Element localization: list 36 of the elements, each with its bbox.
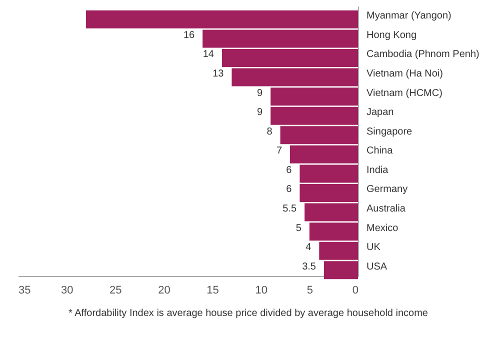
y-tick-label: UK — [366, 242, 381, 254]
x-tick-label: 10 — [255, 284, 268, 296]
y-tick-label: USA — [366, 261, 388, 272]
y-tick-label: Germany — [366, 184, 408, 196]
y-tick-label: Japan — [366, 107, 394, 118]
y-tick-label: Cambodia (Phnom Penh) — [366, 49, 480, 60]
x-tick-label: 30 — [60, 284, 74, 296]
data-label: 14 — [202, 49, 214, 60]
text: * Affordability Index is average house price divided by average household income — [68, 308, 428, 319]
y-tick-label: China — [366, 146, 394, 157]
data-label: 7 — [276, 146, 282, 157]
x-tick-label: 35 — [18, 284, 31, 296]
y-tick-label: India — [366, 164, 389, 176]
x-tick-label: 20 — [158, 284, 170, 296]
x-tick-label: 5 — [306, 284, 313, 296]
data-label: 5.5 — [282, 204, 298, 214]
data-label: 16 — [183, 30, 196, 41]
data-label: 6 — [286, 184, 292, 196]
y-tick-label: Myanmar (Yangon) — [366, 10, 452, 22]
y-tick-label: Hong Kong — [366, 30, 417, 41]
data-label: 9 — [257, 88, 264, 99]
y-tick-label: Vietnam (HCMC) — [366, 88, 442, 99]
y-tick-label: Mexico — [366, 222, 399, 234]
y-tick-label: Australia — [366, 204, 406, 214]
data-label: 6 — [286, 164, 292, 176]
x-tick-label: 25 — [110, 284, 122, 296]
x-tick-label: 0 — [352, 284, 358, 296]
x-tick-label: 15 — [206, 284, 219, 296]
data-label: 9 — [257, 107, 264, 118]
data-label: 3.5 — [302, 261, 316, 272]
data-label: 4 — [306, 242, 312, 254]
y-tick-label: Singapore — [366, 126, 413, 138]
data-label: 5 — [296, 222, 302, 234]
y-tick-label: Vietnam (Ha Noi) — [366, 68, 444, 80]
data-label: 8 — [266, 126, 273, 138]
data-label: 13 — [212, 68, 224, 80]
